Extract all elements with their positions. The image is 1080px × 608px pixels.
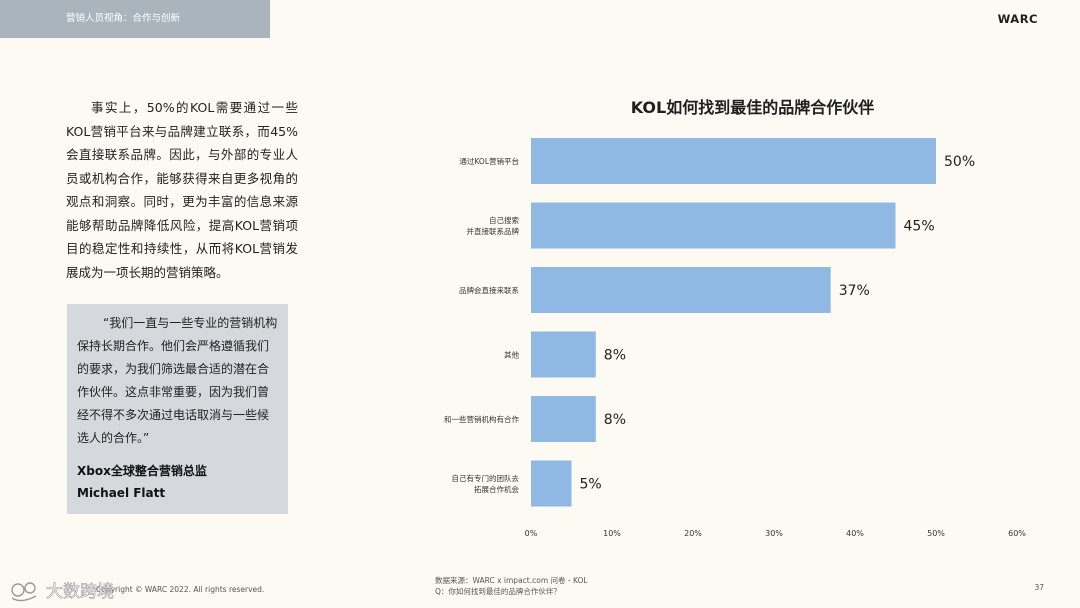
x-tick-label: 40% <box>846 529 864 538</box>
brand-logo: WARC <box>997 12 1038 26</box>
bar-value-label: 45% <box>904 219 935 235</box>
copyright-text: Copyright © WARC 2022. All rights reserv… <box>96 585 265 594</box>
quote-author-name: Michael Flatt <box>77 486 166 500</box>
bar-value-label: 8% <box>604 348 626 364</box>
page-number: 37 <box>1034 583 1044 592</box>
chart-title: KOL如何找到最佳的品牌合作伙伴 <box>630 98 875 117</box>
source-note: 数据来源：WARC x impact.com 问卷 - KOL Q：你如何找到最… <box>435 575 588 597</box>
quote-author-title: Xbox全球整合营销总监 <box>77 464 207 478</box>
category-label: 品牌会直接来联系 <box>459 285 519 295</box>
x-tick-label: 50% <box>927 529 945 538</box>
category-label: 并直接联系品牌 <box>467 226 520 236</box>
watermark-icon <box>11 582 37 602</box>
section-tab: 营销人员视角：合作与创新 <box>0 0 270 38</box>
bar-value-label: 8% <box>604 412 626 428</box>
bar-value-label: 50% <box>944 154 975 170</box>
x-tick-label: 60% <box>1008 529 1026 538</box>
bar <box>531 331 596 378</box>
category-label: 自己有专门的团队去 <box>452 473 520 483</box>
bar-value-label: 37% <box>839 283 870 299</box>
category-label: 其他 <box>504 350 519 360</box>
category-label: 拓展合作机会 <box>474 484 519 494</box>
x-tick-label: 10% <box>603 529 621 538</box>
quote-box: “我们一直与一些专业的营销机构保持长期合作。他们会严格遵循我们的要求，为我们筛选… <box>67 304 288 514</box>
bar <box>531 202 896 249</box>
body-paragraph: 事实上，50%的KOL需要通过一些KOL营销平台来与品牌建立联系，而45%会直接… <box>66 100 298 280</box>
x-tick-label: 0% <box>525 529 538 538</box>
source-line-1: 数据来源：WARC x impact.com 问卷 - KOL <box>435 576 588 585</box>
category-label: 自己搜索 <box>489 215 519 225</box>
bar-value-label: 5% <box>580 477 602 493</box>
bar <box>531 396 596 442</box>
bar <box>531 267 831 313</box>
bar <box>531 460 572 507</box>
bar <box>531 138 936 184</box>
watermark-text: 大数跨境 <box>46 582 114 602</box>
category-label: 和一些营销机构有合作 <box>444 414 519 424</box>
x-tick-label: 30% <box>765 529 783 538</box>
category-label: 通过KOL营销平台 <box>459 156 519 166</box>
source-line-2: Q：你如何找到最佳的品牌合作伙伴？ <box>435 587 561 596</box>
watermark-logo: 大数跨境 <box>11 582 114 602</box>
x-tick-label: 20% <box>684 529 702 538</box>
quote-text: “我们一直与一些专业的营销机构保持长期合作。他们会严格遵循我们的要求，为我们筛选… <box>77 316 278 445</box>
